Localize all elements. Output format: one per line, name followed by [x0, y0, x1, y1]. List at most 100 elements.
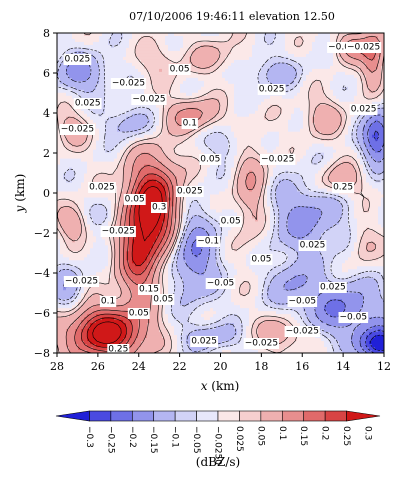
heatmap-cell — [150, 326, 154, 330]
heatmap-cell — [126, 185, 130, 190]
heatmap-cell — [141, 134, 145, 139]
heatmap-cell — [60, 56, 64, 61]
heatmap-cell — [195, 182, 199, 187]
heatmap-cell — [111, 38, 115, 43]
heatmap-cell — [108, 275, 112, 279]
heatmap-cell — [129, 215, 133, 220]
heatmap-cell — [66, 143, 70, 148]
heatmap-cell — [147, 170, 151, 175]
heatmap-cell — [192, 269, 196, 273]
heatmap-cell — [60, 338, 64, 342]
heatmap-cell — [114, 158, 118, 163]
heatmap-cell — [66, 95, 70, 100]
heatmap-cell — [105, 83, 109, 88]
heatmap-cell — [84, 176, 88, 181]
heatmap-cell — [111, 71, 115, 76]
heatmap-cell — [141, 113, 145, 118]
heatmap-cell — [165, 263, 169, 267]
heatmap-cell — [135, 233, 139, 237]
heatmap-cell — [126, 302, 130, 306]
heatmap-cell — [147, 149, 151, 154]
heatmap-cell — [123, 35, 127, 40]
heatmap-cell — [135, 218, 139, 223]
heatmap-cell — [183, 80, 187, 85]
heatmap-cell — [60, 161, 64, 166]
heatmap-cell — [132, 221, 136, 225]
heatmap-cell — [153, 266, 157, 270]
heatmap-cell — [147, 335, 151, 339]
heatmap-cell — [147, 179, 151, 184]
heatmap-cell — [69, 332, 73, 336]
heatmap-cell — [87, 293, 91, 297]
heatmap-cell — [108, 206, 112, 211]
heatmap-cell — [99, 254, 103, 258]
heatmap-cell — [129, 104, 133, 109]
heatmap-cell — [75, 326, 79, 330]
heatmap-cell — [174, 53, 178, 58]
heatmap-cell — [144, 134, 148, 139]
heatmap-cell — [165, 56, 169, 61]
heatmap-cell — [183, 239, 187, 243]
heatmap-cell — [84, 341, 88, 345]
heatmap-cell — [156, 221, 160, 225]
heatmap-cell — [177, 140, 181, 145]
heatmap-cell — [60, 35, 64, 40]
heatmap-cell — [114, 170, 118, 175]
heatmap-cell — [132, 266, 136, 270]
heatmap-cell — [66, 338, 70, 342]
heatmap-cell — [192, 230, 196, 234]
heatmap-cell — [111, 143, 115, 148]
heatmap-cell — [195, 155, 199, 160]
heatmap-cell — [111, 329, 115, 333]
heatmap-cell — [111, 221, 115, 225]
heatmap-cell — [135, 347, 139, 351]
heatmap-cell — [192, 140, 196, 145]
heatmap-cell — [168, 44, 172, 49]
heatmap-cell — [126, 269, 130, 273]
heatmap-cell — [57, 71, 61, 76]
heatmap-cell — [96, 125, 100, 130]
heatmap-cell — [81, 179, 85, 184]
heatmap-cell — [135, 287, 139, 291]
heatmap-cell — [57, 302, 61, 306]
heatmap-cell — [57, 161, 61, 166]
heatmap-cell — [63, 107, 67, 112]
heatmap-cell — [123, 113, 127, 118]
heatmap-cell — [99, 350, 103, 353]
heatmap-cell — [108, 281, 112, 285]
heatmap-cell — [78, 161, 82, 166]
heatmap-cell — [159, 137, 163, 142]
heatmap-cell — [117, 191, 121, 196]
heatmap-cell — [117, 254, 121, 258]
heatmap-cell — [159, 245, 163, 249]
heatmap-cell — [93, 329, 97, 333]
heatmap-cell — [108, 260, 112, 264]
heatmap-cell — [102, 164, 106, 169]
heatmap-cell — [93, 239, 97, 243]
heatmap-cell — [168, 83, 172, 88]
heatmap-cell — [132, 146, 136, 151]
heatmap-cell — [60, 116, 64, 121]
heatmap-cell — [153, 86, 157, 91]
heatmap-cell — [72, 77, 76, 82]
heatmap-cell — [123, 248, 127, 252]
heatmap-cell — [78, 170, 82, 175]
heatmap-cell — [141, 65, 145, 70]
heatmap-cell — [147, 62, 151, 67]
heatmap-cell — [135, 230, 139, 234]
heatmap-cell — [117, 197, 121, 202]
heatmap-cell — [189, 293, 193, 297]
heatmap-cell — [78, 140, 82, 145]
heatmap-cell — [120, 140, 124, 145]
heatmap-cell — [192, 143, 196, 148]
heatmap-cell — [123, 191, 127, 196]
heatmap-cell — [192, 332, 196, 336]
heatmap-cell — [63, 314, 67, 318]
heatmap-cell — [114, 275, 118, 279]
heatmap-cell — [117, 284, 121, 288]
heatmap-cell — [105, 323, 109, 327]
heatmap-cell — [57, 137, 61, 142]
heatmap-cell — [108, 125, 112, 130]
heatmap-cell — [192, 308, 196, 312]
heatmap-cell — [120, 122, 124, 127]
